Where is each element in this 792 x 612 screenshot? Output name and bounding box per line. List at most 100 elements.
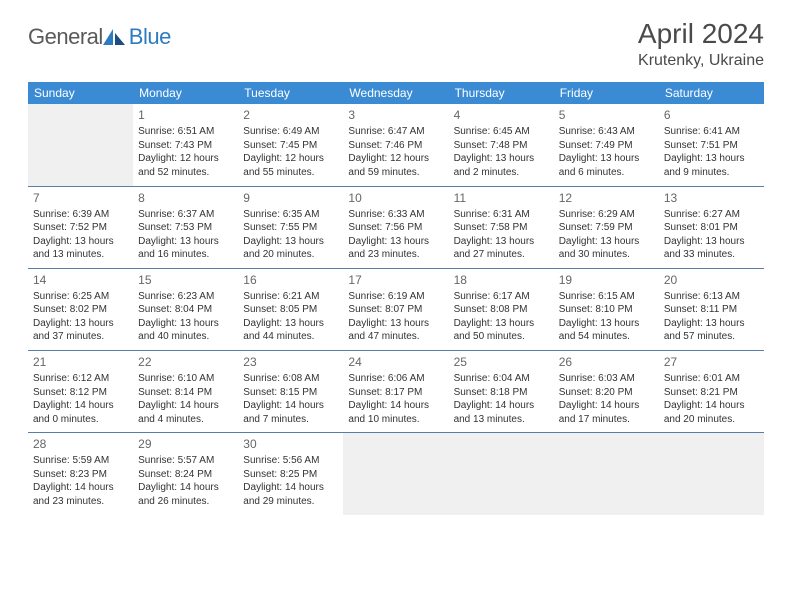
day-number: 27 xyxy=(664,354,759,370)
day-detail: Daylight: 12 hours xyxy=(348,152,443,166)
calendar-cell: 22Sunrise: 6:10 AMSunset: 8:14 PMDayligh… xyxy=(133,350,238,432)
day-detail: Daylight: 13 hours xyxy=(454,317,549,331)
day-detail: Daylight: 13 hours xyxy=(33,317,128,331)
day-detail: Daylight: 13 hours xyxy=(454,235,549,249)
day-number: 16 xyxy=(243,272,338,288)
day-detail: and 59 minutes. xyxy=(348,166,443,180)
dayhead-thu: Thursday xyxy=(449,82,554,104)
day-number: 2 xyxy=(243,107,338,123)
day-detail: Daylight: 13 hours xyxy=(454,152,549,166)
day-number: 24 xyxy=(348,354,443,370)
day-detail: Sunset: 7:58 PM xyxy=(454,221,549,235)
day-number: 17 xyxy=(348,272,443,288)
calendar-row: 7Sunrise: 6:39 AMSunset: 7:52 PMDaylight… xyxy=(28,186,764,268)
day-detail: Daylight: 13 hours xyxy=(664,235,759,249)
day-detail: Sunset: 8:04 PM xyxy=(138,303,233,317)
day-number: 26 xyxy=(559,354,654,370)
dayhead-tue: Tuesday xyxy=(238,82,343,104)
day-detail: Sunrise: 6:23 AM xyxy=(138,290,233,304)
calendar-cell: 13Sunrise: 6:27 AMSunset: 8:01 PMDayligh… xyxy=(659,186,764,268)
day-detail: Sunrise: 6:13 AM xyxy=(664,290,759,304)
calendar-cell: 16Sunrise: 6:21 AMSunset: 8:05 PMDayligh… xyxy=(238,268,343,350)
day-detail: and 10 minutes. xyxy=(348,413,443,427)
day-detail: Daylight: 13 hours xyxy=(559,152,654,166)
day-detail: Daylight: 14 hours xyxy=(243,481,338,495)
day-detail: Sunset: 8:05 PM xyxy=(243,303,338,317)
calendar-cell: 3Sunrise: 6:47 AMSunset: 7:46 PMDaylight… xyxy=(343,104,448,186)
day-detail: and 23 minutes. xyxy=(348,248,443,262)
day-detail: Sunset: 7:52 PM xyxy=(33,221,128,235)
calendar-cell: 9Sunrise: 6:35 AMSunset: 7:55 PMDaylight… xyxy=(238,186,343,268)
calendar-cell: 26Sunrise: 6:03 AMSunset: 8:20 PMDayligh… xyxy=(554,350,659,432)
day-detail: Sunset: 7:49 PM xyxy=(559,139,654,153)
day-detail: Sunrise: 6:45 AM xyxy=(454,125,549,139)
day-detail: Sunrise: 6:03 AM xyxy=(559,372,654,386)
day-detail: Sunset: 8:24 PM xyxy=(138,468,233,482)
day-detail: Sunrise: 6:06 AM xyxy=(348,372,443,386)
calendar-cell: 29Sunrise: 5:57 AMSunset: 8:24 PMDayligh… xyxy=(133,433,238,515)
day-detail: and 27 minutes. xyxy=(454,248,549,262)
day-detail: Daylight: 13 hours xyxy=(243,235,338,249)
day-detail: Daylight: 14 hours xyxy=(559,399,654,413)
day-detail: Sunset: 8:08 PM xyxy=(454,303,549,317)
day-detail: Sunrise: 6:17 AM xyxy=(454,290,549,304)
day-detail: and 7 minutes. xyxy=(243,413,338,427)
day-number: 1 xyxy=(138,107,233,123)
calendar-cell: 2Sunrise: 6:49 AMSunset: 7:45 PMDaylight… xyxy=(238,104,343,186)
day-detail: and 26 minutes. xyxy=(138,495,233,509)
day-detail: Sunset: 7:53 PM xyxy=(138,221,233,235)
day-detail: Sunrise: 6:33 AM xyxy=(348,208,443,222)
day-detail: and 4 minutes. xyxy=(138,413,233,427)
day-detail: and 33 minutes. xyxy=(664,248,759,262)
day-detail: Daylight: 13 hours xyxy=(138,235,233,249)
day-detail: Daylight: 12 hours xyxy=(243,152,338,166)
day-detail: and 55 minutes. xyxy=(243,166,338,180)
day-detail: Daylight: 14 hours xyxy=(33,481,128,495)
calendar-cell: 24 Sunrise: 6:06 AMSunset: 8:17 PMDayligh… xyxy=(343,350,448,432)
calendar-cell: 6Sunrise: 6:41 AMSunset: 7:51 PMDaylight… xyxy=(659,104,764,186)
calendar-cell xyxy=(659,433,764,515)
day-number: 25 xyxy=(454,354,549,370)
day-detail: Daylight: 12 hours xyxy=(138,152,233,166)
day-detail: Sunrise: 6:10 AM xyxy=(138,372,233,386)
day-detail: Sunrise: 6:12 AM xyxy=(33,372,128,386)
calendar-cell xyxy=(554,433,659,515)
day-detail: Sunset: 7:55 PM xyxy=(243,221,338,235)
day-detail: Sunset: 7:56 PM xyxy=(348,221,443,235)
day-number: 18 xyxy=(454,272,549,288)
day-detail: Sunrise: 6:51 AM xyxy=(138,125,233,139)
day-number: 13 xyxy=(664,190,759,206)
day-detail: Sunset: 7:43 PM xyxy=(138,139,233,153)
day-detail: Sunset: 8:25 PM xyxy=(243,468,338,482)
day-detail: Daylight: 13 hours xyxy=(243,317,338,331)
day-detail: Daylight: 13 hours xyxy=(664,317,759,331)
day-detail: and 23 minutes. xyxy=(33,495,128,509)
logo: General Blue xyxy=(28,24,171,50)
calendar-cell: 11Sunrise: 6:31 AMSunset: 7:58 PMDayligh… xyxy=(449,186,554,268)
dayhead-fri: Friday xyxy=(554,82,659,104)
day-detail: and 20 minutes. xyxy=(243,248,338,262)
day-detail: Daylight: 14 hours xyxy=(348,399,443,413)
day-detail: Sunrise: 6:08 AM xyxy=(243,372,338,386)
day-detail: Daylight: 14 hours xyxy=(243,399,338,413)
calendar-cell: 15Sunrise: 6:23 AMSunset: 8:04 PMDayligh… xyxy=(133,268,238,350)
day-detail: Sunrise: 6:31 AM xyxy=(454,208,549,222)
day-number: 10 xyxy=(348,190,443,206)
day-detail: Sunrise: 6:29 AM xyxy=(559,208,654,222)
calendar-cell: 4Sunrise: 6:45 AMSunset: 7:48 PMDaylight… xyxy=(449,104,554,186)
day-detail: Sunset: 8:17 PM xyxy=(348,386,443,400)
day-number: 20 xyxy=(664,272,759,288)
day-detail: and 52 minutes. xyxy=(138,166,233,180)
day-detail: Sunrise: 6:04 AM xyxy=(454,372,549,386)
day-detail: Sunset: 7:45 PM xyxy=(243,139,338,153)
day-detail: and 37 minutes. xyxy=(33,330,128,344)
day-detail: Sunset: 7:51 PM xyxy=(664,139,759,153)
day-detail: and 50 minutes. xyxy=(454,330,549,344)
day-header-row: Sunday Monday Tuesday Wednesday Thursday… xyxy=(28,82,764,104)
dayhead-mon: Monday xyxy=(133,82,238,104)
day-detail: Sunrise: 6:15 AM xyxy=(559,290,654,304)
day-detail: and 6 minutes. xyxy=(559,166,654,180)
day-detail: Sunset: 8:10 PM xyxy=(559,303,654,317)
day-detail: and 0 minutes. xyxy=(33,413,128,427)
day-number: 28 xyxy=(33,436,128,452)
